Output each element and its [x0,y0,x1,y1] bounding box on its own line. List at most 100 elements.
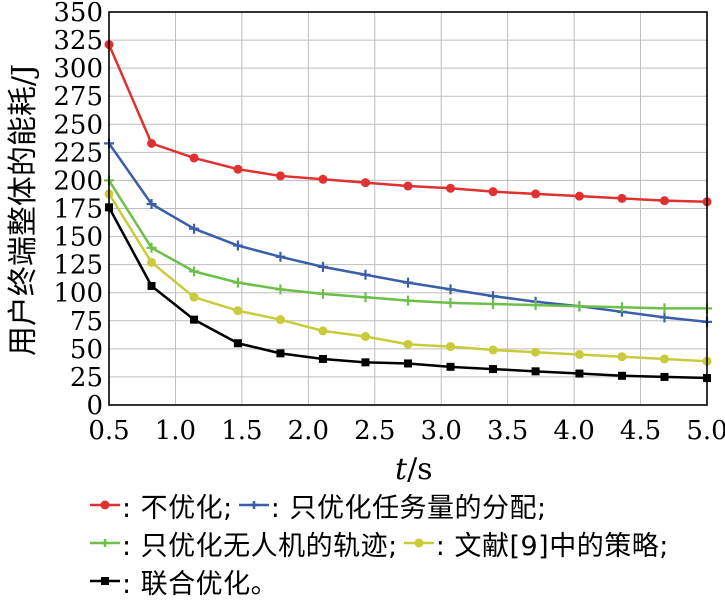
legend-label: : 联合优化。 [122,568,279,600]
legend-item-reference-strategy: : 文献[9]中的策略; [403,524,669,563]
y-tick-label: 100 [53,279,103,309]
data-point [575,369,584,378]
legend-swatch-green-plus [90,539,120,547]
x-tick-label: 1.0 [155,416,196,446]
data-point [189,223,200,234]
data-point [233,339,242,348]
data-point [232,240,243,251]
y-tick-label: 275 [53,82,103,112]
data-point [488,298,499,309]
data-point [659,303,670,314]
plot-frame [108,11,708,406]
x-axis-label: t/s [395,452,433,487]
legend-label: : 文献[9]中的策略; [435,530,669,562]
data-point [617,371,626,380]
y-tick-label: 325 [53,26,103,56]
data-point [318,354,327,363]
data-point [275,315,285,325]
y-tick-label: 300 [53,54,103,84]
data-point [275,284,286,295]
y-tick-label: 175 [53,195,103,225]
series-line-4 [107,193,708,363]
x-tick-label: 1.5 [221,416,262,446]
x-axis-variable: t [395,452,408,487]
y-tick-label: 0 [86,391,103,421]
legend-item-task-allocation: : 只优化任务量的分配; [238,486,547,525]
data-point [446,362,455,371]
data-point [617,193,627,203]
x-tick-label: 3.0 [421,416,462,446]
data-point [488,187,498,197]
data-point [360,178,370,188]
data-point [317,288,328,299]
legend-item-joint-optimization: : 联合优化。 [90,562,278,601]
data-point [233,164,243,174]
data-point [403,277,413,288]
legend-item-uav-trajectory: : 只优化无人机的轨迹; [90,524,398,563]
data-point [616,302,627,313]
data-point [403,295,413,306]
x-tick-label: 5.0 [686,416,725,446]
data-point [190,315,199,324]
series-line-3 [107,179,707,310]
legend-swatch-blue-plus [238,501,269,509]
data-point [318,174,328,184]
legend-label: : 只优化任务量的分配; [270,492,547,524]
legend-swatch-red-circle [90,500,120,510]
legend: : 不优化; : 只优化任务量的分配; : 只优化无人机的轨迹; : 文献[9]… [90,486,720,600]
y-tick-label: 350 [53,0,103,28]
legend-row: : 只优化无人机的轨迹; : 文献[9]中的策略; [90,524,720,562]
data-point [617,352,627,362]
legend-row: : 不优化; : 只优化任务量的分配; [90,486,720,524]
data-point [446,342,456,352]
y-tick-label: 225 [53,138,103,168]
data-point [189,266,200,277]
data-point [147,138,157,148]
data-point [360,269,371,280]
y-tick-label: 50 [70,335,103,365]
data-point [276,349,285,358]
data-point [147,281,156,290]
data-point [404,359,412,368]
y-tick-label: 25 [70,363,103,393]
series-line-2 [107,142,708,324]
data-point [403,339,413,349]
x-tick-label: 2.5 [354,416,395,446]
y-tick-label: 200 [53,166,103,196]
data-point [317,261,328,272]
data-point [275,251,286,262]
data-point [489,365,498,374]
data-point [531,347,541,357]
data-point [660,372,669,381]
data-point [530,300,541,311]
data-point [659,354,669,364]
data-point [574,349,584,359]
legend-swatch-black-square [90,577,120,585]
y-tick-label: 125 [53,251,103,281]
data-point [445,284,456,295]
data-point [531,189,541,199]
legend-label: : 不优化; [122,492,233,524]
data-point [659,196,669,206]
data-point [146,199,157,210]
x-axis-unit: /s [407,452,433,487]
data-point [360,332,370,342]
legend-item-no-optimization: : 不优化; [90,486,233,525]
data-point [361,358,370,367]
data-point [574,191,584,201]
data-point [446,183,456,193]
data-point [360,292,371,303]
data-point [275,171,285,181]
x-tick-label: 3.5 [487,416,528,446]
data-point [147,257,157,267]
data-point [445,297,456,308]
y-tick-label: 75 [70,307,103,337]
y-tick-label: 150 [53,223,103,253]
x-tick-label: 4.0 [553,416,594,446]
line-chart: 0255075100125150175200225250275300325350… [53,0,725,446]
data-point [189,292,199,302]
data-point [488,345,498,355]
data-point [233,306,243,316]
data-point [318,326,328,336]
x-tick-label: 0.5 [88,416,129,446]
